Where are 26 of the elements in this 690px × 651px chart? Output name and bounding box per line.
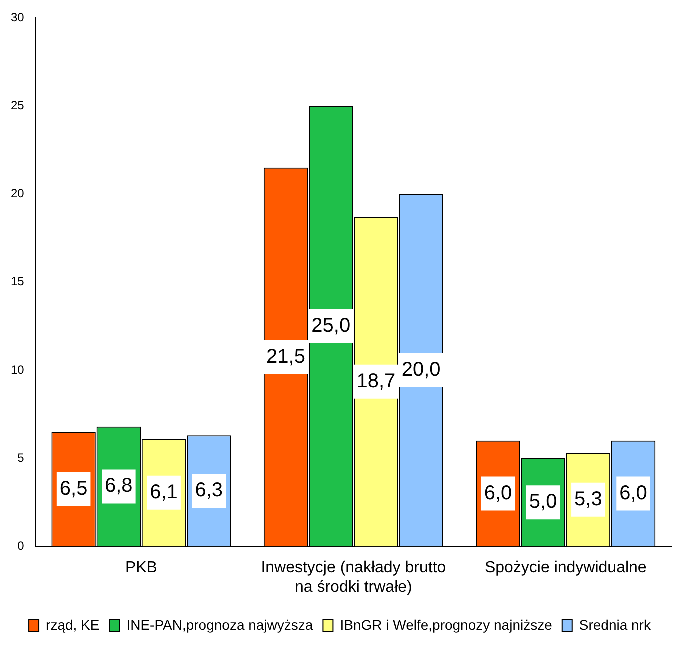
legend-label: rząd, KE (46, 616, 100, 633)
data-label: 6,1 (150, 481, 178, 504)
data-label: 6,0 (484, 482, 512, 504)
data-label: 6,3 (195, 480, 224, 502)
data-label: 6,8 (105, 475, 133, 498)
data-label: 6,0 (620, 482, 648, 504)
legend-label: Srednia nrk (579, 616, 652, 633)
y-tick-label: 30 (10, 10, 25, 25)
y-tick-label: 15 (10, 274, 25, 289)
y-tick-label: 5 (18, 450, 25, 465)
data-label: 6,5 (60, 478, 88, 500)
data-label: 5,3 (574, 488, 602, 510)
data-label: 20,0 (402, 358, 441, 381)
legend-label: IBnGR i Welfe,prognozy najniższe (340, 616, 553, 633)
y-tick-label: 10 (10, 362, 25, 377)
y-tick-label: 20 (10, 186, 25, 201)
data-label: 25,0 (312, 314, 351, 337)
x-tick-label: Inwestycje (nakłady brutto na środki trwałe) (261, 560, 446, 596)
y-tick-label: 25 (10, 98, 25, 113)
x-tick-label: Spożycie indywidualne (484, 560, 647, 577)
data-label: 21,5 (266, 346, 306, 368)
data-label: 18,7 (356, 370, 396, 392)
y-tick-label: 0 (18, 538, 25, 553)
data-label: 5,0 (529, 491, 558, 514)
x-tick-label: PKB (125, 560, 158, 577)
legend-label: INE-PAN,prognoza najwyższa (126, 616, 314, 633)
